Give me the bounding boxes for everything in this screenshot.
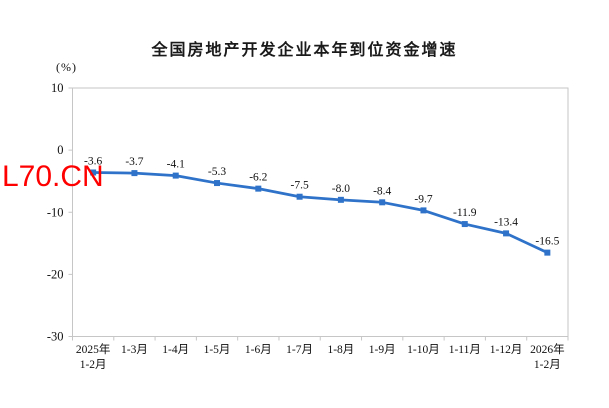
x-axis-category-label-line: 1-5月 xyxy=(204,344,231,356)
data-point-marker xyxy=(296,193,303,200)
data-point-label: -6.2 xyxy=(249,172,267,184)
y-axis-tick-label: -10 xyxy=(47,205,64,219)
x-axis-category-label: 2026年 1-2月 xyxy=(530,342,565,371)
data-point-marker xyxy=(131,170,138,177)
data-point-marker xyxy=(379,199,386,206)
data-point-label: -11.9 xyxy=(453,207,477,219)
y-axis-unit-label: (%) xyxy=(56,60,77,74)
x-axis-category-label: 1-6月 xyxy=(245,344,272,356)
data-point-marker xyxy=(461,221,468,228)
data-point-marker xyxy=(255,185,262,192)
x-axis-category-label-line: 2026年 xyxy=(530,342,565,356)
x-axis-category-label-line: 2025年 xyxy=(76,342,111,356)
x-axis-category-label: 1-9月 xyxy=(369,344,396,356)
x-axis-category-label: 1-10月 xyxy=(407,344,440,356)
y-axis-tick-label: 10 xyxy=(51,81,64,95)
data-point-marker xyxy=(172,172,179,179)
x-axis-category-label-line: 1-2月 xyxy=(534,359,561,371)
y-axis-tick-label: -20 xyxy=(47,267,64,281)
data-point-label: -5.3 xyxy=(208,166,226,178)
data-point-label: -7.5 xyxy=(290,180,308,192)
x-axis-category-label: 1-12月 xyxy=(490,344,523,356)
x-axis-category-label-line: 1-2月 xyxy=(80,359,107,371)
x-axis-category-label: 1-7月 xyxy=(286,344,313,356)
x-axis-category-label-line: 1-12月 xyxy=(490,344,523,356)
data-point-marker xyxy=(420,207,427,214)
x-axis-category-label: 1-4月 xyxy=(162,344,189,356)
data-point-marker xyxy=(503,230,510,237)
data-point-label: -4.1 xyxy=(167,159,185,171)
data-point-label: -9.7 xyxy=(414,193,432,205)
x-axis-category-label: 1-8月 xyxy=(327,344,354,356)
x-axis-category-label: 1-5月 xyxy=(204,344,231,356)
data-point-label: -8.4 xyxy=(373,185,391,197)
data-point-marker xyxy=(337,196,344,203)
x-axis-category-label: 1-3月 xyxy=(121,344,148,356)
watermark-text: L70.CN xyxy=(2,160,104,193)
data-point-marker xyxy=(544,249,551,256)
data-point-label: -8.0 xyxy=(332,183,350,195)
x-axis-category-label-line: 1-3月 xyxy=(121,344,148,356)
x-axis-category-label-line: 1-7月 xyxy=(286,344,313,356)
x-axis-category-label-line: 1-8月 xyxy=(327,344,354,356)
y-axis-tick-label: -30 xyxy=(47,330,64,344)
data-point-label: -16.5 xyxy=(535,236,559,248)
x-axis-category-label-line: 1-10月 xyxy=(407,344,440,356)
data-point-label: -3.7 xyxy=(125,156,143,168)
x-axis-category-label: 1-11月 xyxy=(449,344,481,356)
plot-frame xyxy=(72,87,569,337)
x-axis-category-label-line: 1-11月 xyxy=(449,344,481,356)
data-point-marker xyxy=(90,169,97,176)
y-axis-tick-label: 0 xyxy=(57,143,63,157)
line-series xyxy=(91,171,549,255)
data-point-marker xyxy=(214,180,221,187)
x-axis-category-label: 2025年 1-2月 xyxy=(76,342,111,371)
data-point-label: -3.6 xyxy=(84,155,102,167)
data-point-label: -13.4 xyxy=(494,216,518,228)
x-axis-category-label-line: 1-9月 xyxy=(369,344,396,356)
x-axis-category-label-line: 1-6月 xyxy=(245,344,272,356)
chart-title: 全国房地产开发企业本年到位资金增速 xyxy=(151,42,458,59)
x-axis-category-label-line: 1-4月 xyxy=(162,344,189,356)
